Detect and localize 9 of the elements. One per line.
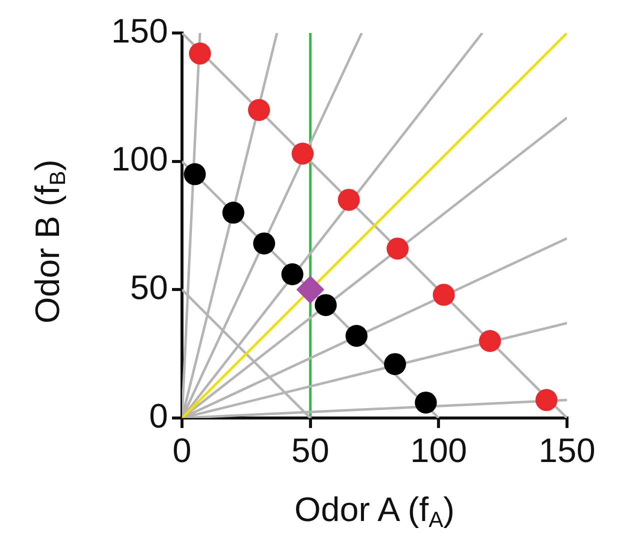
y-tick-label: 100 xyxy=(111,140,168,179)
y-tick-label: 50 xyxy=(130,269,168,308)
x-axis-title: Odor A (f$_{A}$) xyxy=(293,490,456,534)
x-tick-label: 150 xyxy=(538,432,596,470)
x-tick-label: 0 xyxy=(172,432,192,470)
y-tick-label: 0 xyxy=(149,397,168,436)
y-tick-label: 150 xyxy=(111,12,168,50)
x-tick-label: 50 xyxy=(291,432,330,470)
x-tick-label: 100 xyxy=(410,432,468,470)
